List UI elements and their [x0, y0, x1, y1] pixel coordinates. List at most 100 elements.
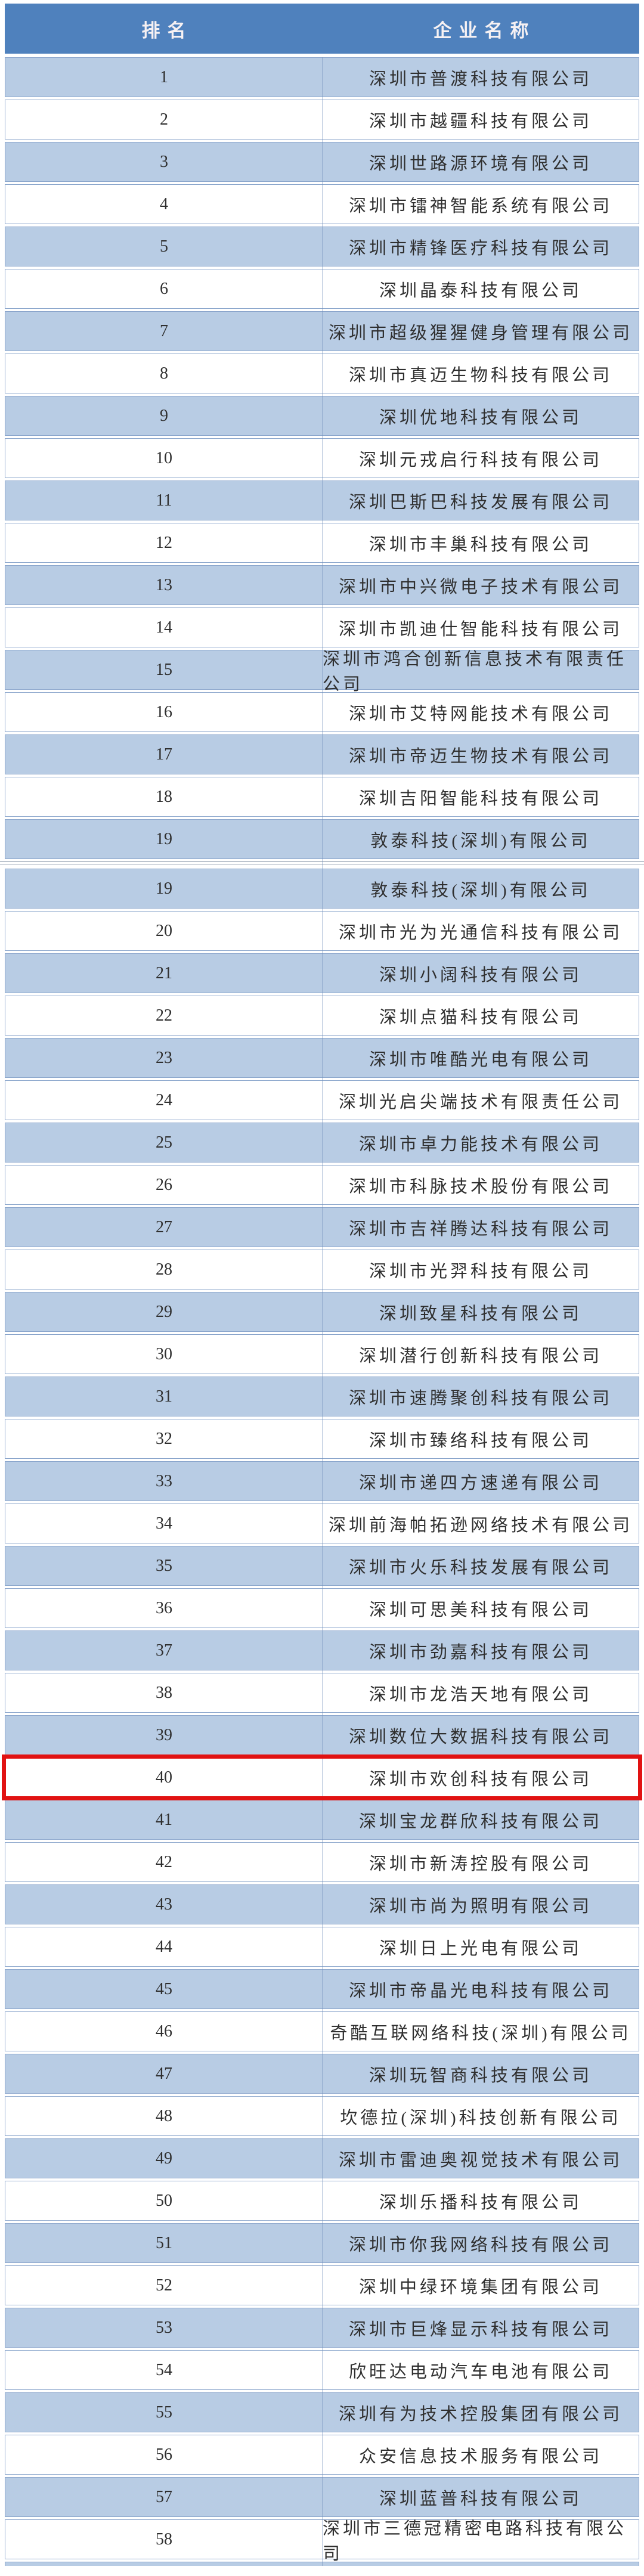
company-cell: 深圳可思美科技有限公司: [369, 1600, 592, 1620]
rank-cell: 15: [156, 660, 172, 679]
company-cell: 深圳市超级猩猩健身管理有限公司: [328, 323, 633, 343]
table-row: 4 深圳市镭神智能系统有限公司: [5, 184, 639, 224]
company-cell: 深圳市帝迈生物技术有限公司: [348, 746, 612, 766]
company-cell: 深圳市劲嘉科技有限公司: [369, 1642, 592, 1662]
company-cell: 深圳乐播科技有限公司: [379, 2193, 582, 2212]
rank-cell: 6: [160, 279, 168, 298]
company-cell: 深圳市三德冠精密电路科技有限公司: [323, 2519, 627, 2563]
table-row: 11 深圳巴斯巴科技发展有限公司: [5, 481, 639, 520]
company-cell: 深圳宝龙群欣科技有限公司: [358, 1812, 602, 1831]
table-row: 9 深圳优地科技有限公司: [5, 396, 639, 436]
table-body: 1 深圳市普渡科技有限公司 2 深圳市越疆科技有限公司 3 深圳世路源环境有限公司 4 深圳市…: [0, 57, 644, 2566]
table-row: 55 深圳有为技术控股集团有限公司: [5, 2392, 639, 2432]
table-header: 排名 企业名称: [5, 4, 639, 54]
table-row: 49 深圳市雷迪奥视觉技术有限公司: [5, 2138, 639, 2178]
rank-cell: 25: [156, 1133, 172, 1152]
company-cell: 深圳市巨烽显示科技有限公司: [348, 2320, 612, 2339]
rank-cell: 36: [156, 1598, 172, 1617]
table-row: 35 深圳市火乐科技发展有限公司: [5, 1546, 639, 1586]
rank-cell: 43: [156, 1895, 172, 1914]
company-cell: 深圳潜行创新科技有限公司: [358, 1346, 602, 1366]
company-cell: 深圳市雷迪奥视觉技术有限公司: [338, 2150, 623, 2170]
table-row: 3 深圳世路源环境有限公司: [5, 142, 639, 182]
rank-cell: 21: [156, 963, 172, 982]
company-cell: 敦泰科技(深圳)有限公司: [370, 881, 591, 900]
rank-cell: 8: [160, 364, 168, 383]
rank-cell: 51: [156, 2233, 172, 2252]
company-cell: 深圳蓝普科技有限公司: [379, 2489, 582, 2509]
company-cell: 众安信息技术服务有限公司: [358, 2447, 602, 2466]
rank-cell: 39: [156, 1725, 172, 1744]
table-row: 10 深圳元戎启行科技有限公司: [5, 438, 639, 478]
company-cell: 深圳市帝晶光电科技有限公司: [348, 1981, 612, 2001]
rank-cell: 12: [156, 533, 172, 552]
table-row: 21 深圳小阔科技有限公司: [5, 953, 639, 993]
table-row: 54 欣旺达电动汽车电池有限公司: [5, 2350, 639, 2390]
table-row: 1 深圳市普渡科技有限公司: [5, 57, 639, 97]
rank-cell: 26: [156, 1175, 172, 1194]
rank-cell: 30: [156, 1344, 172, 1363]
table-row: 6 深圳晶泰科技有限公司: [5, 269, 639, 309]
table-row: 53 深圳市巨烽显示科技有限公司: [5, 2308, 639, 2348]
rank-cell: 17: [156, 745, 172, 764]
table-row: 43 深圳市尚为照明有限公司: [5, 1884, 639, 1924]
rank-cell: 24: [156, 1090, 172, 1109]
company-cell: 深圳前海帕拓逊网络技术有限公司: [328, 1515, 633, 1535]
table-row: 12 深圳市丰巢科技有限公司: [5, 523, 639, 563]
page-break-divider: [0, 861, 644, 864]
rank-cell: 18: [156, 787, 172, 806]
rank-cell: 20: [156, 921, 172, 940]
rank-cell: 16: [156, 702, 172, 721]
rank-cell: 52: [156, 2276, 172, 2295]
rank-cell: 10: [156, 448, 172, 467]
company-cell: 深圳日上光电有限公司: [379, 1939, 582, 1958]
rank-cell: 38: [156, 1683, 172, 1702]
table-row: 56 众安信息技术服务有限公司: [5, 2435, 639, 2475]
rank-cell: 29: [156, 1302, 172, 1321]
table-row: 17 深圳市帝迈生物技术有限公司: [5, 734, 639, 774]
company-cell: 深圳世路源环境有限公司: [369, 154, 592, 173]
company-cell: 深圳有为技术控股集团有限公司: [338, 2404, 623, 2424]
rank-cell: 5: [160, 237, 168, 256]
company-cell: 深圳市精锋医疗科技有限公司: [348, 238, 612, 258]
rank-cell: 4: [160, 194, 168, 213]
table-row: 57 深圳蓝普科技有限公司: [5, 2477, 639, 2517]
rank-cell: 1: [160, 67, 168, 86]
table-row: 34 深圳前海帕拓逊网络技术有限公司: [5, 1504, 639, 1543]
company-cell: 欣旺达电动汽车电池有限公司: [348, 2362, 612, 2382]
rank-cell: 42: [156, 1852, 172, 1871]
partial-row: [5, 2562, 639, 2566]
rank-cell: 19: [156, 879, 172, 898]
table-row: 47 深圳玩智商科技有限公司: [5, 2054, 639, 2094]
rank-cell: 28: [156, 1260, 172, 1279]
table-row: 31 深圳市速腾聚创科技有限公司: [5, 1377, 639, 1416]
rank-cell: 49: [156, 2149, 172, 2168]
rank-cell: 32: [156, 1429, 172, 1448]
table-row: 23 深圳市唯酷光电有限公司: [5, 1038, 639, 1078]
company-cell: 深圳市速腾聚创科技有限公司: [348, 1388, 612, 1408]
table-row: 24 深圳光启尖端技术有限责任公司: [5, 1080, 639, 1120]
company-cell: 深圳优地科技有限公司: [379, 408, 582, 427]
table-row: 20 深圳市光为光通信科技有限公司: [5, 911, 639, 951]
company-cell: 深圳市中兴微电子技术有限公司: [338, 577, 623, 597]
company-cell: 深圳市新涛控股有限公司: [369, 1854, 592, 1874]
rank-cell: 27: [156, 1217, 172, 1236]
company-cell: 深圳市普渡科技有限公司: [369, 69, 592, 89]
rank-cell: 45: [156, 1979, 172, 1998]
table-row: 19 敦泰科技(深圳)有限公司: [5, 869, 639, 909]
table-row: 30 深圳潜行创新科技有限公司: [5, 1334, 639, 1374]
rank-cell: 56: [156, 2445, 172, 2464]
table-row: 7 深圳市超级猩猩健身管理有限公司: [5, 311, 639, 351]
rank-cell: 57: [156, 2487, 172, 2506]
rank-cell: 55: [156, 2403, 172, 2422]
company-cell: 深圳中绿环境集团有限公司: [358, 2277, 602, 2297]
company-cell: 深圳市卓力能技术有限公司: [358, 1134, 602, 1154]
table-row: 50 深圳乐播科技有限公司: [5, 2181, 639, 2221]
table-row: 19 敦泰科技(深圳)有限公司: [5, 819, 639, 859]
company-cell: 深圳市越疆科技有限公司: [369, 111, 592, 131]
rank-cell: 2: [160, 110, 168, 129]
company-cell: 深圳市镭神智能系统有限公司: [348, 196, 612, 216]
rank-cell: 50: [156, 2191, 172, 2210]
company-cell: 深圳吉阳智能科技有限公司: [358, 789, 602, 808]
table-row: 33 深圳市递四方速递有限公司: [5, 1461, 639, 1501]
